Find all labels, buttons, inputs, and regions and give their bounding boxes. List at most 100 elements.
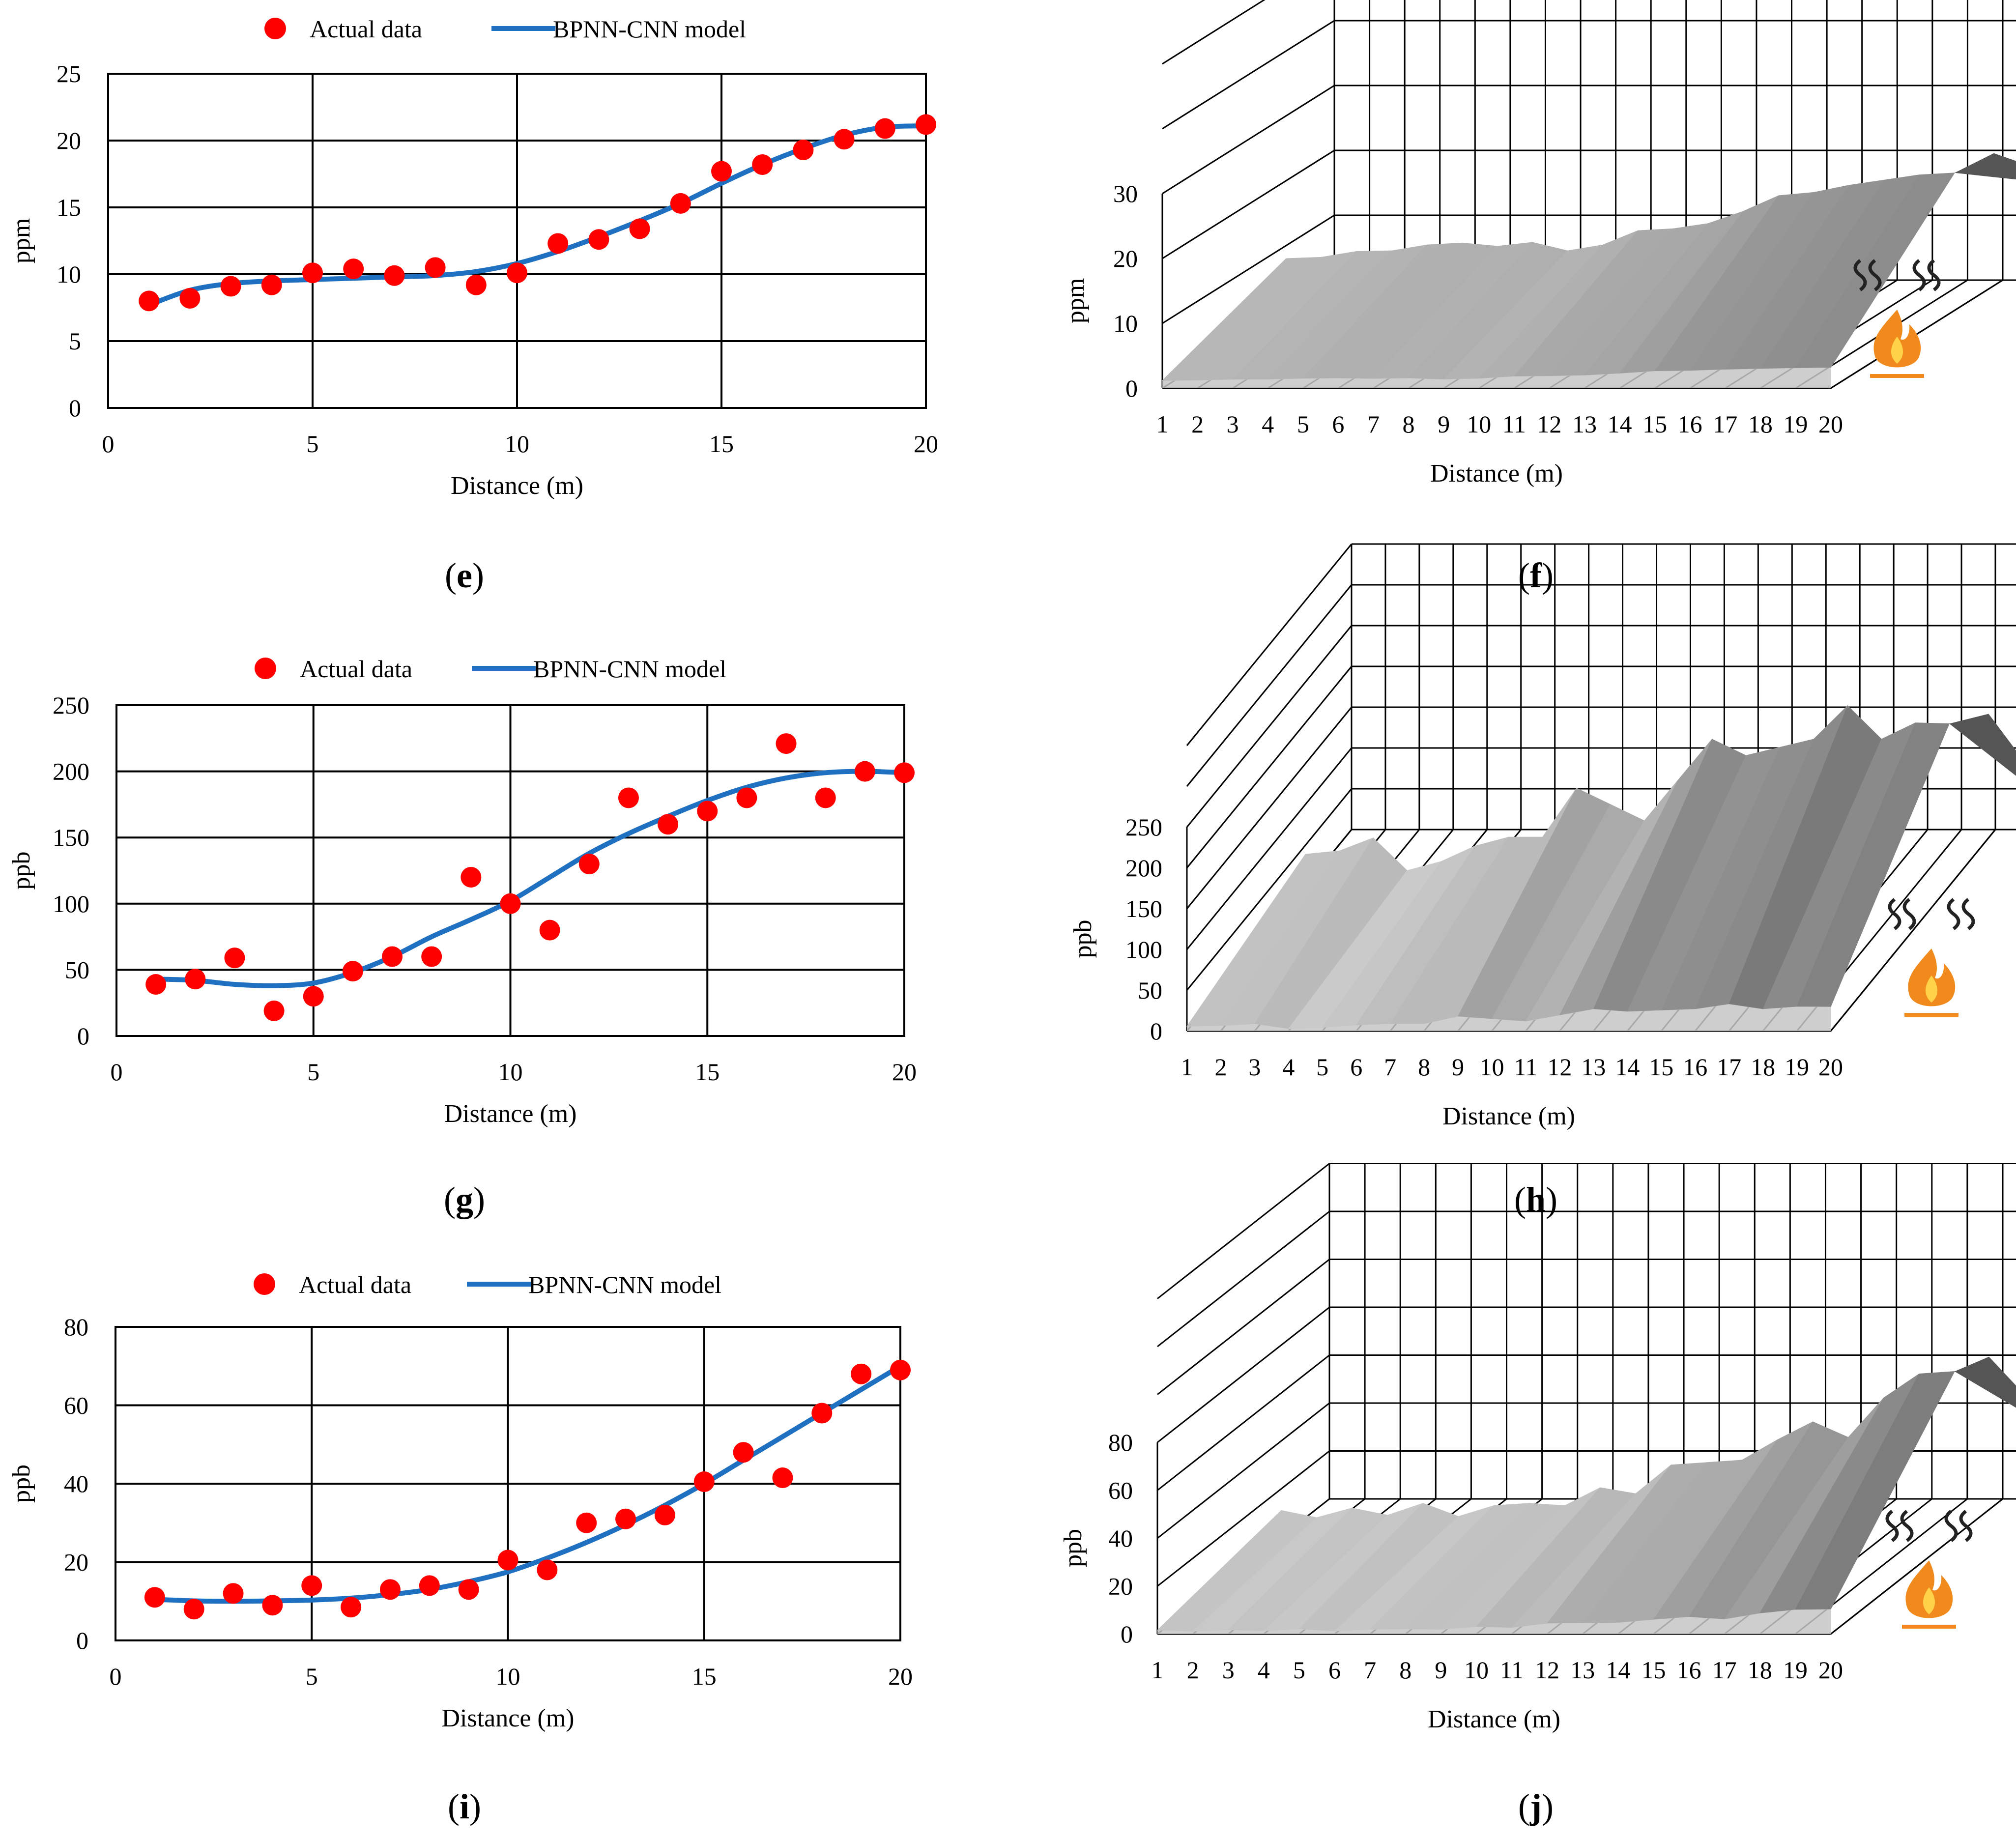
plot-area-frame	[115, 704, 905, 1037]
side-wall-gridline	[1157, 1450, 1330, 1587]
chart-e: 0 5 10 15 20 25 0 5 10 15 20 Distance (m) ppm Actual …	[7, 15, 938, 595]
x-category-label: 10	[1467, 410, 1491, 438]
y-tick-label: 60	[64, 1392, 88, 1419]
x-tick-label: 20	[914, 430, 938, 458]
caption-close: )	[1542, 556, 1554, 595]
heat-wave-stroke	[1947, 898, 1960, 930]
caption-open: (	[445, 556, 457, 595]
chart-i: 0 20 40 60 80 0 5 10 15 20 Distance (m) ppb Actual d…	[7, 1271, 913, 1826]
x-axis-title: Distance (m)	[441, 1704, 574, 1732]
x-category-label: 9	[1438, 410, 1450, 438]
x-category-label: 1	[1181, 1053, 1193, 1081]
x-category-label: 7	[1384, 1053, 1396, 1081]
x-tick-label: 5	[306, 1663, 318, 1690]
data-point	[588, 229, 609, 250]
heat-waves-icon	[1853, 259, 1941, 291]
x-category-label: 19	[1783, 1656, 1808, 1684]
heat-wave-stroke	[1900, 1510, 1914, 1542]
data-point	[342, 961, 363, 982]
flame-core	[1925, 976, 1938, 1003]
x-category-label: 10	[1464, 1656, 1489, 1684]
x-category-label: 20	[1818, 410, 1843, 438]
surface-peak	[1955, 1356, 2016, 1408]
y-tick-label: 200	[53, 758, 89, 785]
x-category-label: 1	[1152, 1656, 1164, 1684]
data-point	[576, 1512, 597, 1533]
data-point	[834, 129, 855, 150]
side-wall-gridline	[1162, 0, 1266, 65]
x-tick-label: 0	[111, 1058, 123, 1086]
plot-area-frame	[107, 73, 927, 409]
x-category-label: 11	[1514, 1053, 1537, 1081]
x-category-label: 1	[1156, 410, 1169, 438]
data-point	[343, 258, 364, 280]
x-category-label: 12	[1535, 1656, 1559, 1684]
data-point	[854, 761, 875, 782]
caption-open: (	[448, 1787, 460, 1826]
x-tick-label: 20	[892, 1058, 917, 1086]
x-category-label: 7	[1364, 1656, 1376, 1684]
side-wall-gridline	[1186, 666, 1353, 868]
surface-facet	[1795, 1371, 1955, 1610]
x-axis-title: Distance (m)	[1430, 460, 1563, 488]
y-axis-title: ppb	[1059, 1529, 1087, 1567]
x-category-label: 13	[1572, 410, 1597, 438]
side-wall-gridline	[1162, 85, 1335, 195]
x-tick-label: 15	[695, 1058, 720, 1086]
side-wall-gridline	[1186, 544, 1353, 746]
x-category-label: 17	[1712, 1656, 1737, 1684]
data-point	[658, 814, 679, 835]
legend-label-model: BPNN-CNN model	[528, 1271, 721, 1298]
y-tick-label: 0	[69, 394, 81, 422]
caption: (e)	[445, 556, 484, 595]
data-point	[382, 946, 403, 967]
side-wall-gridline	[1157, 1210, 1330, 1348]
data-point	[419, 1575, 440, 1596]
x-tick-label: 0	[110, 1663, 122, 1690]
x-category-label: 15	[1642, 410, 1667, 438]
caption-close: )	[1546, 1180, 1557, 1219]
surface-front	[1157, 1609, 1831, 1634]
data-point	[183, 1599, 204, 1620]
surface-peak	[1949, 714, 2016, 776]
x-category-label: 16	[1677, 1656, 1701, 1684]
z-tick-label: 80	[1108, 1429, 1133, 1456]
data-point	[144, 1587, 165, 1608]
x-category-label: 2	[1187, 1656, 1199, 1684]
y-tick-label: 20	[57, 127, 81, 154]
caption-letter: j	[1529, 1787, 1542, 1826]
flame-icon	[1870, 310, 1924, 378]
side-wall-gridline	[1162, 214, 1335, 324]
x-category-label: 6	[1332, 410, 1344, 438]
legend-marker-actual	[254, 1273, 275, 1295]
x-category-label: 12	[1547, 1053, 1572, 1081]
x-category-label: 9	[1452, 1053, 1464, 1081]
x-category-label: 15	[1649, 1053, 1673, 1081]
y-tick-label: 0	[77, 1022, 89, 1050]
z-tick-label: 0	[1121, 1620, 1133, 1648]
data-point	[874, 118, 895, 139]
x-category-label: 3	[1248, 1053, 1261, 1081]
legend-label-actual: Actual data	[310, 15, 422, 43]
data-point	[261, 274, 282, 295]
z-tick-label: 100	[1125, 936, 1162, 963]
data-point	[615, 1508, 636, 1529]
z-tick-label: 250	[1125, 813, 1162, 841]
surface-front	[1187, 1004, 1831, 1031]
y-tick-label: 100	[53, 890, 89, 918]
data-point	[465, 274, 487, 295]
x-tick-label: 0	[102, 430, 115, 458]
x-category-label: 2	[1214, 1053, 1227, 1081]
data-point	[697, 801, 718, 822]
side-wall-gridline	[1186, 625, 1353, 828]
x-category-label: 6	[1328, 1656, 1341, 1684]
data-point	[507, 262, 527, 284]
x-tick-label: 20	[888, 1663, 913, 1690]
side-wall-gridline	[1157, 1354, 1330, 1491]
flame-icon	[1904, 948, 1958, 1017]
x-category-label: 4	[1258, 1656, 1270, 1684]
caption-open: (	[444, 1180, 456, 1219]
data-point	[379, 1579, 401, 1600]
x-category-label: 13	[1581, 1053, 1606, 1081]
